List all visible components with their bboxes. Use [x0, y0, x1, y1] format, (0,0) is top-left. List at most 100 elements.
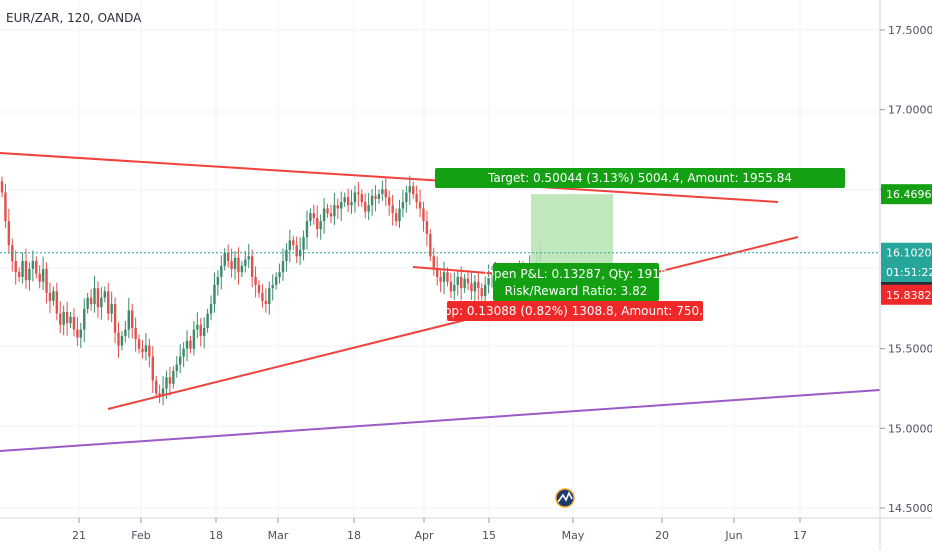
time-tick-label: 21	[72, 529, 86, 542]
candle-body	[446, 272, 449, 282]
price-badge-target: 16.46960	[881, 184, 932, 205]
candle-body	[120, 335, 124, 346]
price-badge-text: 16.10203	[886, 247, 932, 260]
candle-body	[230, 261, 233, 269]
candle-body	[398, 208, 401, 222]
price-tick-label: 14.50000	[888, 502, 932, 515]
price-badge-stop: 15.83828	[881, 284, 932, 305]
stop-label-bg	[447, 301, 703, 321]
candle-body	[415, 194, 418, 203]
candle-body	[295, 245, 298, 257]
price-badge-current: 16.10203	[881, 242, 932, 263]
time-tick-label: May	[562, 529, 585, 542]
candle-body	[453, 284, 456, 292]
candle-body	[326, 208, 329, 214]
candle-body	[237, 257, 240, 273]
price-axis[interactable]: 17.5000017.0000016.5000015.5000015.00000…	[879, 0, 932, 550]
candle-body	[28, 269, 31, 281]
time-tick-label: Apr	[414, 529, 434, 542]
candle-body	[353, 192, 357, 203]
candle-body	[394, 213, 398, 222]
candle-body	[412, 186, 415, 195]
candle-body	[463, 278, 466, 289]
candle-body	[100, 297, 103, 308]
candle-body	[175, 364, 178, 371]
candle-body	[155, 380, 158, 394]
short-resistance-line[interactable]	[412, 266, 501, 275]
candle-body	[148, 345, 151, 357]
candle-body	[381, 189, 384, 195]
candle-body	[206, 313, 209, 328]
stop-label[interactable]: Stop: 0.13088 (0.82%) 1308.8, Amount: 75…	[432, 301, 719, 321]
candle-body	[110, 304, 113, 314]
candle-body	[62, 312, 65, 325]
time-tick-label: 18	[347, 529, 361, 542]
candle-body	[185, 340, 189, 349]
price-tick-label: 17.50000	[888, 24, 932, 37]
candle-body	[477, 281, 480, 289]
time-tick-label: Jun	[724, 529, 742, 542]
open-pnl-text: Open P&L: 0.13287, Qty: 1910	[484, 267, 667, 281]
candle-body	[196, 324, 199, 330]
candle-body	[278, 272, 281, 277]
candle-body	[52, 291, 55, 301]
candle-body	[360, 194, 364, 203]
price-tick-label: 15.50000	[888, 343, 932, 356]
candle-body	[456, 276, 459, 285]
candle-body	[4, 192, 7, 222]
candle-body	[264, 300, 268, 305]
candle-body	[55, 291, 59, 314]
candle-body	[127, 310, 130, 330]
candle-body	[103, 291, 107, 298]
profit-zone[interactable]	[531, 194, 613, 274]
candle-body	[165, 377, 168, 389]
tradingview-logo-icon	[555, 488, 575, 508]
candle-body	[158, 393, 161, 397]
candle-body	[439, 276, 442, 282]
price-badge-bg	[881, 284, 932, 305]
candle-body	[483, 284, 487, 297]
candle-body	[408, 186, 411, 193]
candle-body	[240, 265, 244, 273]
long-position-tool[interactable]: Target: 0.50044 (3.13%) 5004.4, Amount: …	[0, 168, 880, 321]
upper-resistance-trendline[interactable]	[0, 152, 779, 203]
price-badge-bg	[881, 184, 932, 205]
candle-body	[257, 284, 261, 293]
candle-body	[333, 205, 336, 217]
candle-body	[292, 240, 295, 246]
candle-body	[391, 205, 394, 214]
candle-body	[442, 272, 446, 282]
candle-body	[86, 297, 89, 309]
rising-support-trendline[interactable]	[107, 236, 799, 410]
time-tick-label: 17	[793, 529, 807, 542]
price-tick-label: 17.00000	[888, 104, 932, 117]
candle-body	[316, 218, 319, 230]
candle-body	[449, 281, 453, 292]
candle-body	[220, 265, 223, 277]
candle-body	[305, 221, 309, 238]
target-label[interactable]: Target: 0.50044 (3.13%) 5004.4, Amount: …	[435, 168, 845, 188]
candle-body	[59, 313, 62, 325]
candle-body	[182, 348, 185, 357]
candle-body	[244, 259, 247, 266]
candle-body	[247, 256, 250, 260]
candle-body	[377, 194, 381, 199]
time-tick-label: 20	[655, 529, 669, 542]
long-term-support-line[interactable]	[0, 389, 881, 452]
risk-reward-text: Risk/Reward Ratio: 3.82	[505, 284, 648, 298]
price-badge-bg	[881, 242, 932, 263]
candle-body	[405, 192, 408, 203]
pnl-label[interactable]: Open P&L: 0.13287, Qty: 1910 Risk/Reward …	[484, 263, 668, 301]
candle-body	[48, 292, 52, 301]
target-label-bg	[435, 168, 845, 188]
time-axis[interactable]: 21 Feb 18 Mar 18 Apr 15 May 20 Jun 17	[0, 517, 932, 542]
candle-body	[89, 297, 93, 305]
candle-body	[151, 356, 154, 381]
candle-body	[17, 272, 21, 277]
candle-body	[322, 208, 326, 222]
candle-body	[233, 257, 237, 269]
candle-body	[487, 276, 490, 285]
